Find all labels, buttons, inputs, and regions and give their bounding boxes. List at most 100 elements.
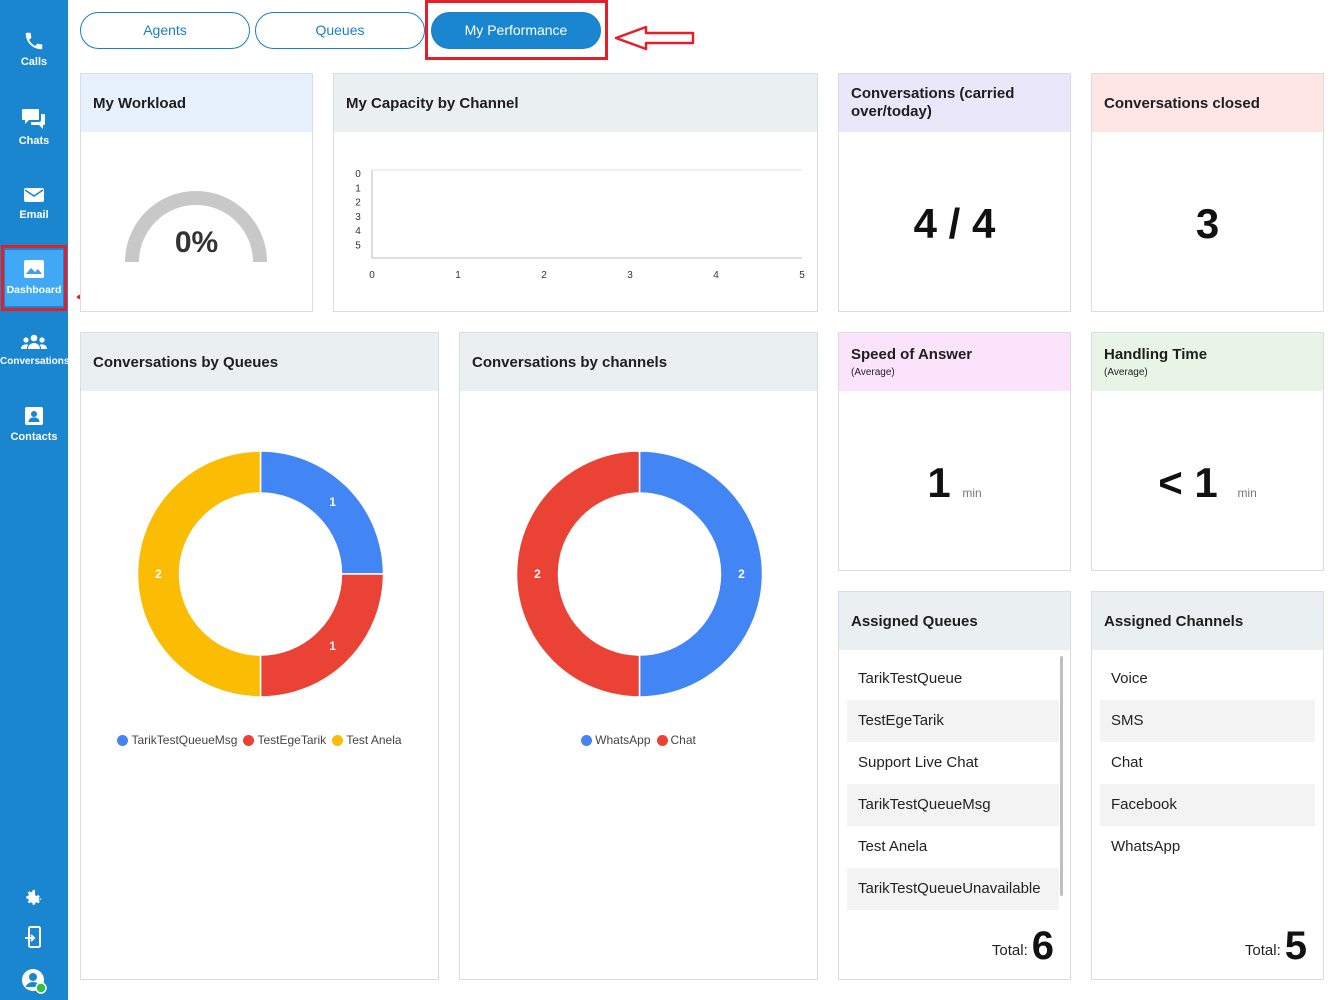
list-item: TarikTestQueue bbox=[858, 670, 963, 687]
card-title: Assigned Channels bbox=[1092, 592, 1323, 650]
list-item: WhatsApp bbox=[1111, 838, 1181, 855]
card-title: My Workload bbox=[81, 74, 312, 132]
list-item: Voice bbox=[1111, 670, 1148, 687]
assigned-channels-total: Total: 5 bbox=[1245, 924, 1307, 969]
annotation-arrow-left-icon bbox=[614, 25, 695, 51]
envelope-icon bbox=[24, 188, 44, 202]
user-status-button[interactable] bbox=[0, 967, 68, 1000]
total-label: Total: bbox=[991, 942, 1028, 959]
card-header: Handling Time (Average) bbox=[1092, 333, 1323, 391]
legend-item[interactable]: TestEgeTarik bbox=[243, 733, 326, 747]
tab-queues[interactable]: Queues bbox=[255, 12, 425, 49]
handling-value-row: < 1 min bbox=[1092, 459, 1323, 507]
logout-button[interactable] bbox=[0, 925, 68, 954]
sidebar-item-conversations[interactable]: Conversations bbox=[0, 332, 70, 396]
sidebar-item-label: Email bbox=[19, 209, 49, 221]
card-title: My Capacity by Channel bbox=[334, 74, 817, 132]
slice-value-label: 1 bbox=[329, 495, 336, 509]
donut-slice bbox=[259, 450, 385, 575]
gear-icon bbox=[26, 889, 42, 905]
list-item: TarikTestQueueMsg bbox=[847, 784, 1059, 826]
assigned-queues-list[interactable]: TarikTestQueue TestEgeTarik Support Live… bbox=[847, 658, 1059, 910]
user-status-icon bbox=[22, 969, 47, 994]
legend-label: TestEgeTarik bbox=[257, 733, 327, 747]
handling-card: Handling Time (Average) < 1 min bbox=[1091, 332, 1324, 571]
x-tick-label: 2 bbox=[541, 270, 547, 281]
y-tick-label: 2 bbox=[355, 198, 361, 209]
sidebar-item-email[interactable]: Email bbox=[0, 185, 68, 249]
handling-value: < 1 bbox=[1158, 459, 1218, 506]
card-title: Conversations by channels bbox=[460, 333, 817, 391]
legend-swatch bbox=[332, 734, 344, 746]
legend-label: TarikTestQueueMsg bbox=[131, 733, 238, 747]
logout-icon bbox=[25, 926, 41, 948]
phone-icon bbox=[25, 32, 43, 50]
legend-swatch bbox=[581, 734, 593, 746]
performance-highlight-frame bbox=[425, 0, 608, 60]
x-tick-label: 0 bbox=[369, 270, 375, 281]
sidebar-item-label: Calls bbox=[20, 56, 48, 68]
slice-value-label: 1 bbox=[329, 639, 336, 653]
y-tick-label: 4 bbox=[355, 226, 361, 237]
contact-card-icon bbox=[25, 407, 43, 425]
assigned-queues-total: Total: 6 bbox=[992, 924, 1054, 969]
sidebar-item-label: Chats bbox=[18, 135, 50, 147]
legend-label: Chat bbox=[670, 733, 696, 747]
channels-donut-chart: 22 bbox=[515, 450, 764, 698]
settings-button[interactable] bbox=[0, 887, 68, 914]
sidebar-item-chats[interactable]: Chats bbox=[0, 107, 68, 171]
donut-slice bbox=[136, 450, 262, 698]
legend-item[interactable]: Test Anela bbox=[332, 733, 402, 747]
total-value: 5 bbox=[1284, 924, 1307, 968]
x-tick-label: 4 bbox=[713, 270, 719, 281]
list-item: Chat bbox=[1111, 754, 1143, 771]
tab-agents[interactable]: Agents bbox=[80, 12, 250, 49]
workload-value: 0% bbox=[174, 226, 219, 259]
sidebar-item-contacts[interactable]: Contacts bbox=[0, 405, 68, 469]
legend-swatch bbox=[117, 734, 129, 746]
sidebar-item-label: Dashboard bbox=[6, 284, 62, 296]
sidebar-item-label: Contacts bbox=[10, 431, 58, 443]
y-tick-label: 5 bbox=[355, 241, 361, 252]
legend-item[interactable]: WhatsApp bbox=[581, 733, 651, 747]
channels-legend: WhatsApp Chat bbox=[460, 733, 817, 749]
legend-item[interactable]: Chat bbox=[656, 733, 696, 747]
slice-value-label: 2 bbox=[534, 567, 541, 581]
legend-label: WhatsApp bbox=[595, 733, 651, 747]
card-title: Conversations by Queues bbox=[81, 333, 438, 391]
sidebar-item-dashboard[interactable]: Dashboard bbox=[0, 258, 68, 322]
donut-slice bbox=[259, 573, 385, 698]
slice-value-label: 2 bbox=[155, 567, 162, 581]
list-item: SMS bbox=[1100, 700, 1315, 742]
list-item: TestEgeTarik bbox=[847, 700, 1059, 742]
chat-bubbles-icon bbox=[22, 109, 45, 129]
card-header: Speed of Answer (Average) bbox=[839, 333, 1070, 391]
assigned-channels-list[interactable]: Voice SMS Chat Facebook WhatsApp bbox=[1100, 658, 1315, 868]
list-item: Support Live Chat bbox=[858, 754, 979, 771]
legend-label: Test Anela bbox=[346, 733, 402, 747]
tab-my-performance[interactable]: My Performance bbox=[431, 12, 601, 49]
legend-swatch bbox=[656, 734, 668, 746]
card-title: Assigned Queues bbox=[839, 592, 1070, 650]
assigned-queues-card: Assigned Queues TarikTestQueue TestEgeTa… bbox=[838, 591, 1071, 980]
sidebar: Calls Chats Email Dashboard Conversation… bbox=[0, 0, 70, 1000]
card-title: Speed of Answer bbox=[851, 346, 973, 363]
x-tick-label: 1 bbox=[455, 270, 461, 281]
legend-item[interactable]: TarikTestQueueMsg bbox=[117, 733, 237, 747]
workload-card: My Workload 0% bbox=[80, 73, 313, 312]
y-tick-label: 1 bbox=[355, 183, 361, 194]
speed-value: 1 bbox=[927, 459, 951, 506]
list-item: Facebook bbox=[1100, 784, 1315, 826]
card-subtitle: (Average) bbox=[851, 367, 895, 378]
queues-donut-chart: 1 1 2 bbox=[136, 450, 385, 698]
sidebar-item-calls[interactable]: Calls bbox=[0, 30, 68, 94]
total-value: 6 bbox=[1031, 924, 1054, 968]
handling-unit: min bbox=[1237, 486, 1257, 500]
closed-card: Conversations closed 3 bbox=[1091, 73, 1324, 312]
x-tick-label: 3 bbox=[627, 270, 633, 281]
sidebar-item-label: Conversations bbox=[0, 356, 70, 367]
y-tick-label: 3 bbox=[355, 212, 361, 223]
capacity-card: My Capacity by Channel 0 1 2 3 4 5 0 1 2 3 4 5 bbox=[333, 73, 818, 312]
scrollbar[interactable] bbox=[1060, 656, 1063, 896]
